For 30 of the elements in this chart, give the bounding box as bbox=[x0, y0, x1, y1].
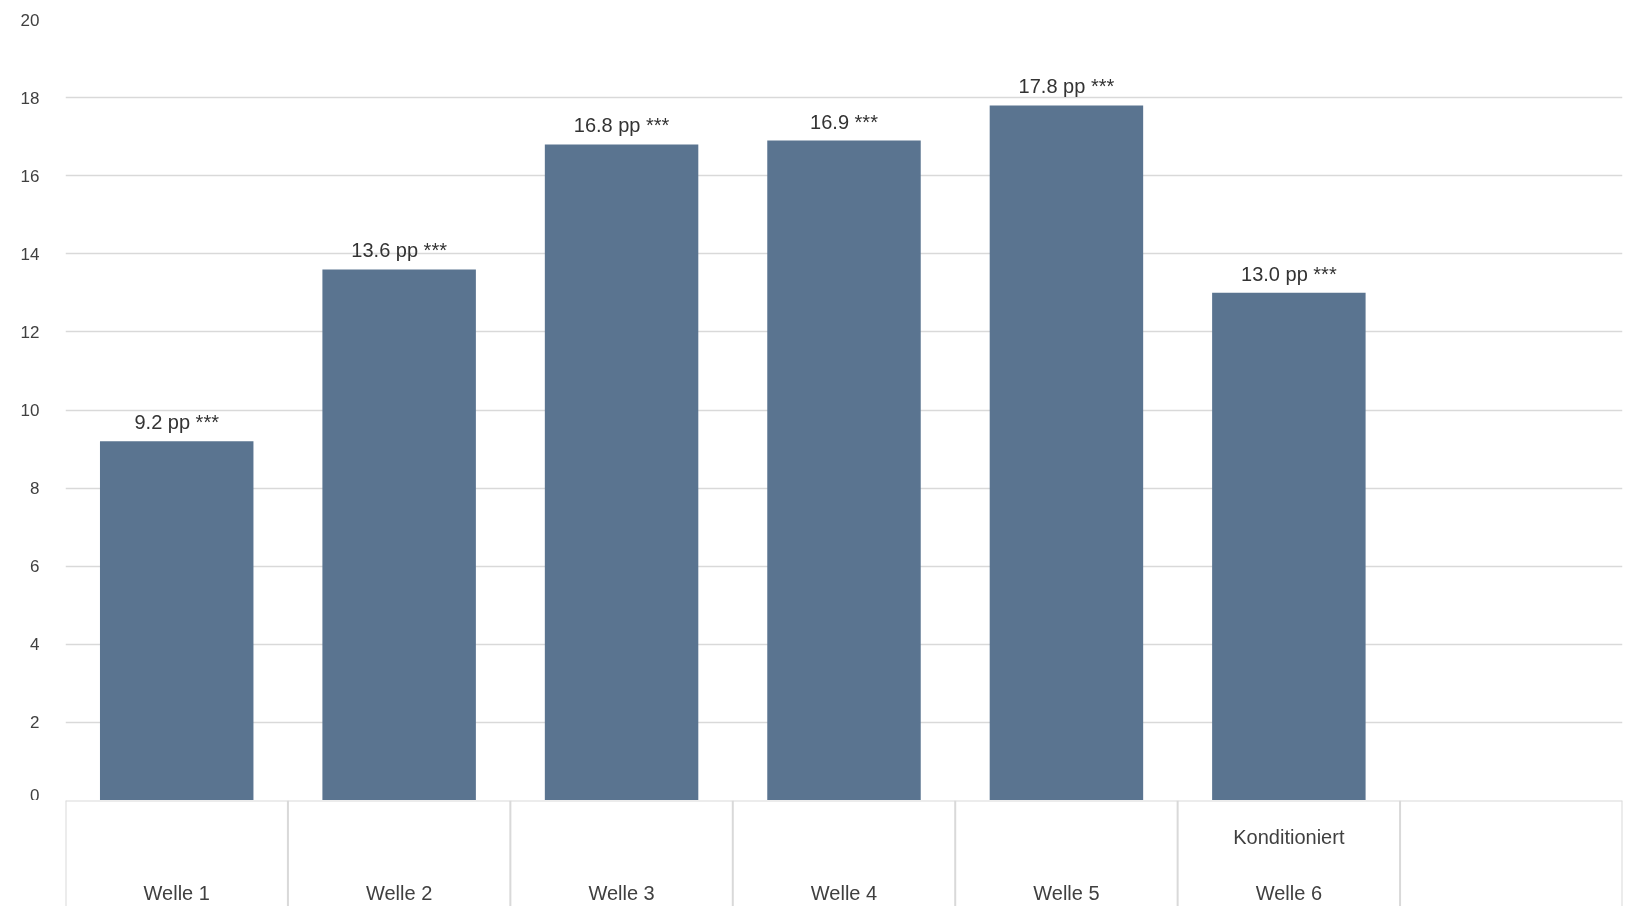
y-tick-label: 6 bbox=[30, 557, 40, 577]
x-tick-label: Welle 4 bbox=[810, 881, 878, 904]
bar bbox=[99, 441, 254, 800]
data-label: 16.8 pp *** bbox=[573, 114, 670, 137]
x-tick-label: Welle 1 bbox=[143, 881, 210, 904]
data-label: 9.2 pp *** bbox=[134, 411, 220, 434]
y-tick-label: 18 bbox=[20, 88, 40, 108]
bar bbox=[1212, 292, 1366, 800]
data-label: 16.9 *** bbox=[810, 110, 879, 133]
y-tick-label: 4 bbox=[30, 635, 40, 655]
y-tick-label: 0 bbox=[30, 785, 40, 805]
y-tick-label: 8 bbox=[30, 479, 40, 499]
bar bbox=[544, 144, 699, 800]
text: Konditioniert bbox=[1233, 825, 1345, 848]
data-label: 13.0 pp *** bbox=[1241, 262, 1337, 285]
y-tick-label: 12 bbox=[20, 322, 40, 342]
x-tick-label: Welle 6 bbox=[1255, 881, 1323, 904]
bar bbox=[989, 105, 1144, 800]
data-label: 13.6 pp *** bbox=[351, 239, 448, 262]
y-tick-label: 2 bbox=[30, 713, 40, 733]
bar bbox=[322, 269, 476, 800]
y-tick-label: 20 bbox=[20, 10, 40, 30]
x-tick-label: Welle 5 bbox=[1033, 881, 1100, 904]
x-tick-label: Welle 3 bbox=[588, 881, 655, 904]
x-tick-label: Welle 2 bbox=[365, 881, 433, 904]
y-tick-label: 14 bbox=[20, 244, 40, 264]
y-tick-label: 10 bbox=[20, 401, 40, 420]
data-label: 17.8 pp *** bbox=[1018, 75, 1115, 98]
bar bbox=[767, 140, 921, 800]
y-tick-label: 16 bbox=[20, 166, 40, 186]
